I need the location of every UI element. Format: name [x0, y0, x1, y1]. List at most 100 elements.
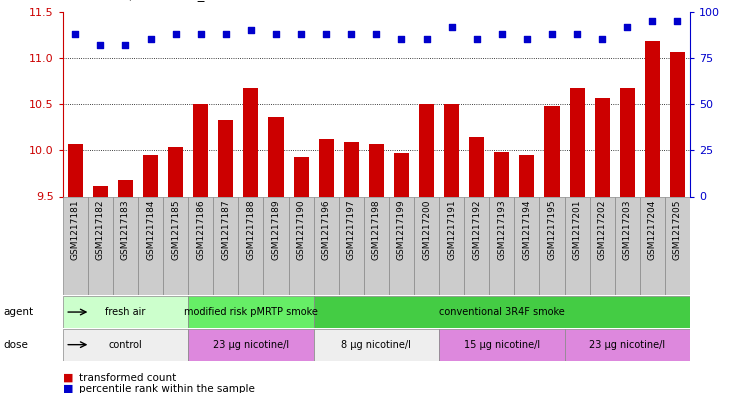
Point — [120, 42, 131, 48]
Text: ■: ■ — [63, 373, 73, 383]
Text: GSM1217184: GSM1217184 — [146, 199, 155, 260]
Bar — [289, 196, 314, 295]
Point — [396, 37, 407, 43]
Text: dose: dose — [4, 340, 29, 350]
Bar — [570, 88, 584, 196]
Bar — [444, 104, 459, 196]
Text: GSM1217205: GSM1217205 — [673, 199, 682, 260]
Text: GSM1217202: GSM1217202 — [598, 199, 607, 260]
Point — [546, 31, 558, 37]
Bar — [93, 186, 108, 196]
Bar — [188, 329, 314, 361]
Bar — [63, 296, 188, 328]
Bar — [469, 138, 484, 196]
Point — [245, 27, 257, 33]
Text: GSM1217198: GSM1217198 — [372, 199, 381, 260]
Text: GSM1217195: GSM1217195 — [548, 199, 556, 260]
Text: agent: agent — [4, 307, 34, 317]
Bar — [665, 196, 690, 295]
Bar — [63, 196, 88, 295]
Text: GSM1217181: GSM1217181 — [71, 199, 80, 260]
Text: GSM1217204: GSM1217204 — [648, 199, 657, 260]
Text: GSM1217201: GSM1217201 — [573, 199, 582, 260]
Text: GSM1217192: GSM1217192 — [472, 199, 481, 260]
Text: GSM1217196: GSM1217196 — [322, 199, 331, 260]
Bar — [314, 196, 339, 295]
Text: GSM1217190: GSM1217190 — [297, 199, 306, 260]
Text: GSM1217197: GSM1217197 — [347, 199, 356, 260]
Point — [345, 31, 357, 37]
Point — [446, 24, 458, 30]
Text: conventional 3R4F smoke: conventional 3R4F smoke — [439, 307, 565, 317]
Text: GSM1217189: GSM1217189 — [272, 199, 280, 260]
Text: GSM1217203: GSM1217203 — [623, 199, 632, 260]
Bar — [188, 196, 213, 295]
Text: GSM1217183: GSM1217183 — [121, 199, 130, 260]
Text: GSM1217185: GSM1217185 — [171, 199, 180, 260]
Bar — [494, 152, 509, 196]
Bar — [369, 144, 384, 196]
Point — [295, 31, 307, 37]
Text: percentile rank within the sample: percentile rank within the sample — [79, 384, 255, 393]
Text: GSM1217187: GSM1217187 — [221, 199, 230, 260]
Bar — [565, 196, 590, 295]
Point — [421, 37, 432, 43]
Bar — [514, 196, 539, 295]
Point — [370, 31, 382, 37]
Text: 15 μg nicotine/l: 15 μg nicotine/l — [463, 340, 540, 350]
Text: ■: ■ — [63, 384, 73, 393]
Bar — [414, 196, 439, 295]
Bar — [615, 196, 640, 295]
Text: 23 μg nicotine/l: 23 μg nicotine/l — [213, 340, 289, 350]
Bar — [344, 142, 359, 196]
Bar — [143, 155, 158, 196]
Bar — [168, 147, 183, 196]
Point — [471, 37, 483, 43]
Point — [195, 31, 207, 37]
Bar — [489, 196, 514, 295]
Point — [270, 31, 282, 37]
Bar — [193, 104, 208, 196]
Text: GSM1217199: GSM1217199 — [397, 199, 406, 260]
Text: GSM1217182: GSM1217182 — [96, 199, 105, 260]
Point — [646, 18, 658, 24]
Point — [170, 31, 182, 37]
Point — [621, 24, 633, 30]
Point — [596, 37, 608, 43]
Bar — [118, 180, 133, 196]
Bar — [520, 155, 534, 196]
Point — [571, 31, 583, 37]
Bar — [339, 196, 364, 295]
Bar — [464, 196, 489, 295]
Text: control: control — [108, 340, 142, 350]
Text: GSM1217186: GSM1217186 — [196, 199, 205, 260]
Bar — [269, 117, 283, 196]
Point — [220, 31, 232, 37]
Bar — [394, 153, 409, 196]
Text: 8 μg nicotine/l: 8 μg nicotine/l — [342, 340, 411, 350]
Bar — [163, 196, 188, 295]
Text: GSM1217193: GSM1217193 — [497, 199, 506, 260]
Bar — [244, 88, 258, 196]
Bar — [63, 329, 188, 361]
Bar — [565, 329, 690, 361]
Text: GSM1217194: GSM1217194 — [523, 199, 531, 260]
Bar — [238, 196, 263, 295]
Text: GSM1217191: GSM1217191 — [447, 199, 456, 260]
Bar — [138, 196, 163, 295]
Bar — [590, 196, 615, 295]
Bar — [294, 157, 308, 196]
Point — [69, 31, 81, 37]
Point — [672, 18, 683, 24]
Bar — [389, 196, 414, 295]
Bar — [213, 196, 238, 295]
Bar — [595, 98, 610, 196]
Text: fresh air: fresh air — [106, 307, 145, 317]
Point — [145, 37, 156, 43]
Text: GSM1217200: GSM1217200 — [422, 199, 431, 260]
Bar — [364, 196, 389, 295]
Bar — [439, 196, 464, 295]
Bar — [88, 196, 113, 295]
Bar — [545, 106, 559, 196]
Bar — [539, 196, 565, 295]
